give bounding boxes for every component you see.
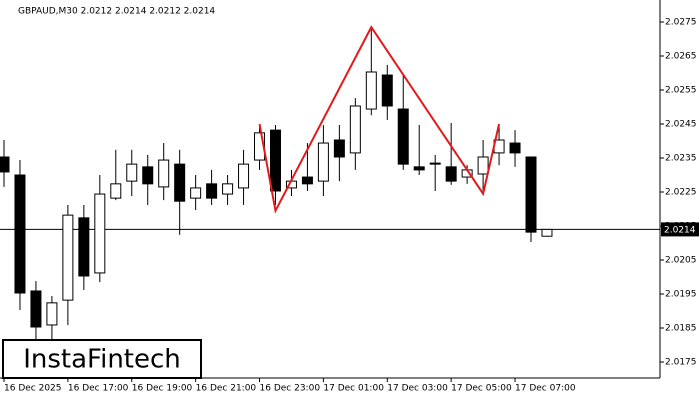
- candle: [429, 154, 441, 191]
- candle-body: [158, 159, 170, 188]
- candle: [14, 160, 26, 310]
- x-tick-label: 17 Dec 07:00: [515, 384, 576, 394]
- candle: [0, 139, 10, 187]
- candle-body: [477, 156, 489, 175]
- x-tick-label: 16 Dec 2025: [4, 384, 62, 394]
- candle-body: [110, 183, 122, 199]
- candle-body: [30, 290, 42, 328]
- candle: [158, 143, 170, 201]
- y-tick-label: 2.0195: [665, 290, 697, 300]
- y-tick-label: 2.0235: [665, 154, 697, 164]
- candle-body: [206, 183, 218, 199]
- x-tick-label: 17 Dec 05:00: [451, 384, 512, 394]
- candle: [349, 98, 361, 170]
- candle-body: [190, 187, 202, 199]
- x-tick-label: 16 Dec 23:00: [260, 384, 321, 394]
- candle-body: [269, 129, 281, 192]
- candle: [445, 122, 457, 185]
- candle-body: [333, 139, 345, 158]
- x-tick-label: 17 Dec 01:00: [323, 384, 384, 394]
- pattern-line: [258, 25, 501, 214]
- price-label-box: [661, 222, 699, 237]
- price-label: 2.0214: [664, 225, 696, 235]
- candle: [62, 204, 74, 325]
- y-tick-label: 2.0245: [665, 120, 697, 130]
- candle-body: [445, 166, 457, 182]
- candle-body: [126, 163, 138, 182]
- candle-body: [62, 214, 74, 301]
- candle: [477, 139, 489, 191]
- candle-body: [174, 163, 186, 202]
- candle: [30, 281, 42, 340]
- candle-body: [525, 156, 537, 233]
- y-tick-label: 2.0225: [665, 188, 697, 198]
- y-tick-label: 2.0175: [665, 358, 697, 368]
- candle-body: [349, 105, 361, 154]
- candle-body: [509, 142, 521, 154]
- candle: [78, 204, 90, 290]
- candle-body: [413, 166, 425, 171]
- candle: [525, 156, 537, 242]
- candle: [365, 29, 377, 116]
- candle-body: [317, 142, 329, 182]
- candle: [222, 175, 234, 205]
- candle-body: [94, 193, 106, 274]
- candle: [413, 125, 425, 176]
- candle: [142, 154, 154, 205]
- candle: [126, 149, 138, 197]
- candle: [46, 296, 58, 340]
- candle-body: [0, 156, 10, 173]
- candle-body: [222, 183, 234, 195]
- x-tick-label: 16 Dec 21:00: [196, 384, 257, 394]
- candle: [541, 228, 553, 237]
- y-tick-label: 2.0205: [665, 256, 697, 266]
- candle-body: [238, 163, 250, 189]
- candle-body: [381, 74, 393, 107]
- candle-body: [46, 302, 58, 326]
- candle: [206, 169, 218, 205]
- y-tick-label: 2.0265: [665, 52, 697, 62]
- candle: [509, 130, 521, 167]
- candle-body: [429, 162, 441, 165]
- candle: [333, 125, 345, 182]
- candle: [397, 75, 409, 170]
- candle-body: [541, 228, 553, 237]
- candle-body: [397, 108, 409, 165]
- y-tick-label: 2.0185: [665, 324, 697, 334]
- x-tick-label: 17 Dec 03:00: [387, 384, 448, 394]
- candle: [174, 149, 186, 235]
- candle: [381, 64, 393, 120]
- x-tick-label: 16 Dec 19:00: [132, 384, 193, 394]
- candle: [94, 175, 106, 283]
- x-tick-label: 16 Dec 17:00: [68, 384, 129, 394]
- y-tick-label: 2.0255: [665, 86, 697, 96]
- candle-body: [78, 217, 90, 277]
- candle: [190, 175, 202, 211]
- candle-body: [365, 71, 377, 110]
- candle: [317, 125, 329, 197]
- candle-body: [301, 176, 313, 185]
- y-tick-label: 2.0275: [665, 18, 697, 28]
- chart-title: GBPAUD,M30 2.0212 2.0214 2.0212 2.0214: [18, 7, 215, 17]
- candle: [110, 149, 122, 201]
- candle-body: [142, 166, 154, 185]
- candle: [238, 149, 250, 205]
- logo: InstaFintech: [23, 345, 181, 375]
- candle: [269, 125, 281, 205]
- candle-body: [14, 174, 26, 294]
- logo-box: [2, 339, 202, 379]
